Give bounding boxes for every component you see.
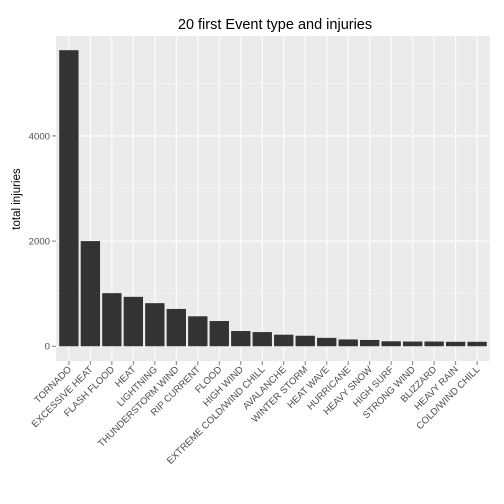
bar xyxy=(295,335,315,347)
bar xyxy=(381,341,401,347)
bar xyxy=(360,339,380,347)
y-axis-ticks: 0 2000 4000 xyxy=(29,131,56,353)
bar xyxy=(402,341,423,347)
bar xyxy=(274,334,294,347)
bars xyxy=(59,50,487,347)
bar xyxy=(467,341,487,347)
y-axis-label: total injuries xyxy=(11,168,23,230)
y-tick-label: 0 xyxy=(45,342,50,353)
grid-minor xyxy=(56,83,490,294)
bar xyxy=(80,241,101,347)
bar xyxy=(317,337,337,347)
bar xyxy=(166,308,186,347)
bar xyxy=(145,303,165,347)
bar xyxy=(59,50,79,347)
bar xyxy=(338,339,358,347)
bar xyxy=(231,331,251,347)
bar xyxy=(123,296,144,347)
chart-title: 20 first Event type and injuries xyxy=(178,17,372,33)
bar xyxy=(445,341,466,347)
bar xyxy=(424,341,444,347)
bar xyxy=(102,293,122,347)
y-tick-label: 4000 xyxy=(29,131,50,142)
bar xyxy=(188,316,208,347)
y-tick-label: 2000 xyxy=(29,236,50,247)
bar xyxy=(209,321,229,347)
bar xyxy=(252,332,272,347)
